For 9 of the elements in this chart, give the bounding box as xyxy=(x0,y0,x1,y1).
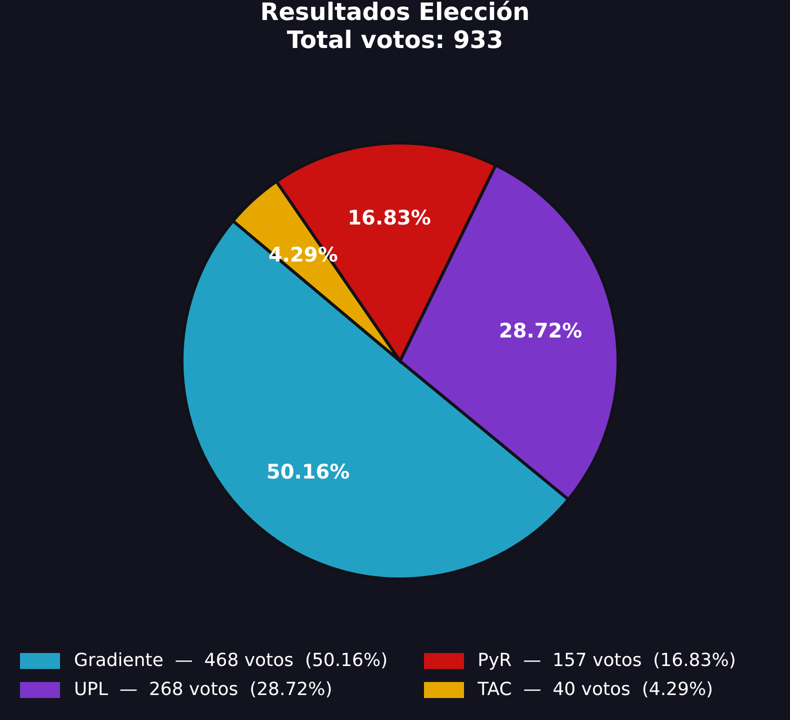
legend-label: Gradiente — 468 votos (50.16%) xyxy=(74,650,388,671)
chart-title: Resultados Elección xyxy=(259,0,531,26)
legend-label: UPL — 268 votos (28.72%) xyxy=(74,679,332,700)
legend-label: TAC — 40 votos (4.29%) xyxy=(478,679,714,700)
data-label: 28.72% xyxy=(498,318,582,342)
data-label: 16.83% xyxy=(348,206,431,230)
legend-label: PyR — 157 votos (16.83%) xyxy=(478,650,736,671)
data-label: 50.16% xyxy=(266,460,350,484)
chart-subtitle: Total votos: 933 xyxy=(286,26,504,54)
